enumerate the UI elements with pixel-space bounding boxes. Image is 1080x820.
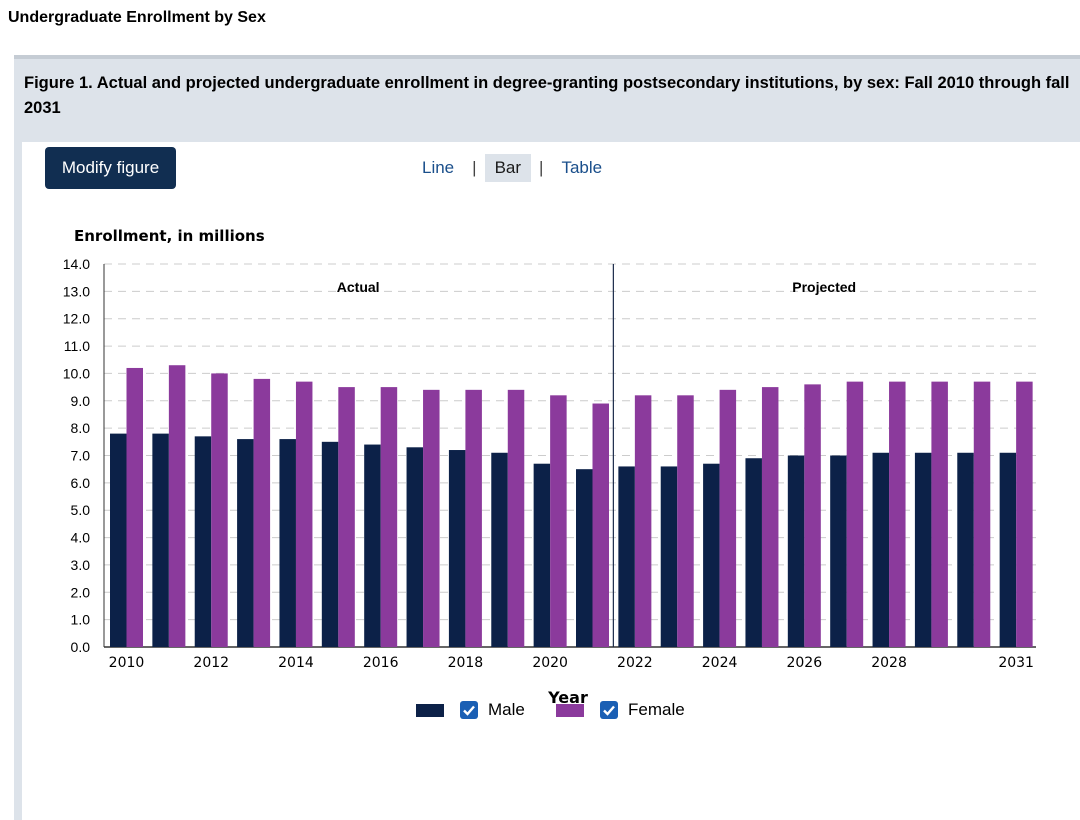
bar-female-2030 (973, 381, 991, 647)
bar-male-2016 (364, 444, 381, 647)
bar-male-2029 (914, 452, 932, 647)
x-tick-label: 2024 (702, 655, 738, 671)
bar-male-2024 (703, 463, 720, 647)
bar-female-2024 (719, 389, 737, 647)
bar-male-2022 (618, 466, 635, 647)
bar-male-2025 (745, 458, 762, 647)
y-tick-label: 1.0 (71, 612, 91, 628)
x-tick-label: 2016 (363, 655, 399, 671)
x-tick-label: 2026 (786, 655, 822, 671)
region-label-actual: Actual (337, 279, 380, 295)
y-tick-label: 4.0 (71, 530, 91, 546)
tab-separator: | (539, 158, 544, 177)
bar-female-2023 (677, 395, 694, 647)
page-heading: Undergraduate Enrollment by Sex (8, 9, 266, 26)
bar-male-2013 (237, 439, 254, 647)
checkbox-icon[interactable] (600, 701, 618, 719)
bar-male-2017 (406, 447, 424, 647)
bar-female-2025 (761, 387, 779, 647)
x-tick-label: 2012 (193, 655, 229, 671)
x-tick-label: 2014 (278, 655, 314, 671)
y-tick-label: 6.0 (71, 475, 91, 491)
bar-male-2019 (491, 452, 508, 647)
bar-male-2026 (787, 455, 805, 647)
view-tabs: Line | Bar | Table (412, 152, 612, 184)
bar-male-2027 (830, 455, 847, 647)
y-tick-label: 13.0 (63, 283, 90, 299)
y-tick-label: 11.0 (64, 338, 90, 354)
bar-male-2015 (321, 441, 339, 647)
y-axis-title: Enrollment, in millions (74, 227, 265, 245)
bar-female-2010 (126, 367, 143, 647)
bar-male-2011 (152, 433, 169, 647)
x-tick-label: 2028 (871, 655, 907, 671)
bar-male-2030 (957, 452, 974, 647)
bar-female-2018 (465, 389, 482, 647)
y-tick-label: 10.0 (63, 365, 90, 381)
y-tick-label: 7.0 (71, 448, 91, 464)
x-tick-label: 2010 (109, 655, 145, 671)
bar-female-2021 (592, 403, 609, 647)
bar-male-2014 (279, 439, 296, 647)
bar-female-2019 (507, 389, 525, 647)
bar-male-2031 (999, 452, 1017, 647)
bar-female-2029 (931, 381, 948, 647)
tab-separator: | (472, 158, 477, 177)
bar-female-2022 (634, 395, 652, 647)
bar-female-2015 (338, 387, 355, 647)
bar-female-2026 (804, 384, 821, 647)
bar-male-2023 (660, 466, 678, 647)
bar-male-2018 (448, 450, 466, 647)
legend-label-female: Female (628, 700, 685, 719)
bar-male-2028 (872, 452, 890, 647)
y-tick-label: 3.0 (71, 557, 91, 573)
x-axis-title: Year (547, 688, 588, 707)
region-label-projected: Projected (792, 279, 856, 295)
x-tick-label: 2020 (532, 655, 568, 671)
bar-female-2016 (380, 387, 398, 647)
legend-item-male[interactable]: Male (416, 700, 525, 720)
legend-label-male: Male (488, 700, 525, 719)
x-tick-label: 2031 (998, 655, 1034, 671)
bar-male-2020 (533, 463, 551, 647)
bar-female-2031 (1016, 381, 1033, 647)
y-tick-label: 2.0 (71, 584, 91, 600)
figure-caption: Figure 1. Actual and projected undergrad… (24, 74, 1070, 117)
y-tick-label: 9.0 (71, 393, 91, 409)
bar-male-2021 (576, 469, 593, 647)
bar-female-2027 (846, 381, 864, 647)
checkbox-icon[interactable] (460, 701, 478, 719)
x-tick-label: 2022 (617, 655, 653, 671)
y-tick-label: 0.0 (71, 639, 91, 655)
tab-table[interactable]: Table (561, 158, 603, 177)
y-tick-label: 5.0 (71, 502, 91, 518)
legend-item-female[interactable]: Female (556, 700, 685, 720)
bar-female-2011 (168, 365, 186, 647)
bar-male-2010 (110, 433, 127, 647)
bar-male-2012 (194, 436, 212, 647)
y-tick-label: 8.0 (71, 420, 91, 436)
tab-line[interactable]: Line (422, 158, 455, 177)
y-tick-label: 14.0 (63, 256, 90, 272)
bar-female-2012 (211, 373, 228, 647)
male-swatch (416, 703, 444, 717)
y-tick-label: 12.0 (63, 311, 90, 327)
modify-figure-button[interactable]: Modify figure (45, 147, 176, 189)
bar-female-2020 (550, 395, 567, 647)
bar-female-2028 (889, 381, 906, 647)
bar-female-2013 (253, 378, 271, 647)
bar-female-2014 (295, 381, 313, 647)
female-swatch (556, 703, 584, 717)
tab-bar[interactable]: Bar (484, 154, 532, 182)
bar-female-2017 (423, 389, 440, 647)
x-tick-label: 2018 (448, 655, 484, 671)
